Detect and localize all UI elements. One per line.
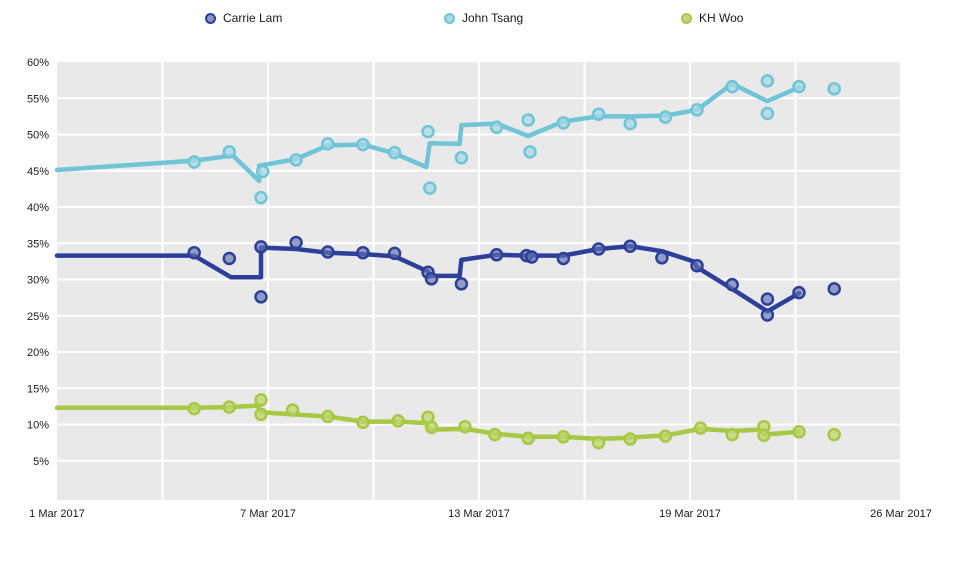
legend-item-kh-woo[interactable]: KH Woo [681, 8, 743, 28]
data-point-john-tsang[interactable] [423, 181, 437, 195]
y-tick-label: 60% [27, 57, 49, 69]
y-tick-label: 20% [27, 347, 49, 359]
legend-item-john-tsang[interactable]: John Tsang [444, 8, 523, 28]
data-point-john-tsang[interactable] [760, 74, 775, 88]
data-point-kh-woo[interactable] [556, 430, 571, 444]
data-point-john-tsang[interactable] [623, 116, 637, 131]
y-tick-label: 5% [33, 456, 49, 468]
legend-label: KH Woo [699, 11, 744, 25]
y-tick-label: 40% [27, 202, 49, 214]
data-point-kh-woo[interactable] [658, 429, 673, 443]
legend-item-carrie-lam[interactable]: Carrie Lam [205, 8, 282, 28]
data-point-kh-woo[interactable] [424, 420, 439, 435]
x-tick-label: 1 Mar 2017 [29, 508, 85, 520]
data-point-john-tsang[interactable] [387, 145, 402, 160]
y-tick-label: 45% [27, 166, 49, 178]
legend-marker-icon [681, 12, 692, 24]
data-point-kh-woo[interactable] [222, 400, 237, 414]
data-point-carrie-lam[interactable] [655, 251, 669, 265]
data-point-kh-woo[interactable] [488, 427, 502, 442]
data-point-kh-woo[interactable] [693, 421, 708, 435]
y-tick-label: 25% [27, 311, 49, 323]
data-point-carrie-lam[interactable] [254, 290, 268, 304]
data-point-john-tsang[interactable] [489, 120, 504, 135]
data-point-john-tsang[interactable] [827, 82, 841, 96]
data-point-kh-woo[interactable] [792, 425, 806, 439]
data-point-kh-woo[interactable] [725, 427, 739, 442]
data-point-john-tsang[interactable] [523, 145, 537, 159]
data-point-carrie-lam[interactable] [690, 258, 704, 273]
y-tick-label: 55% [27, 93, 49, 105]
data-point-john-tsang[interactable] [454, 150, 469, 165]
data-point-kh-woo[interactable] [591, 435, 606, 450]
data-point-kh-woo[interactable] [623, 432, 637, 446]
data-point-carrie-lam[interactable] [424, 272, 439, 286]
data-point-carrie-lam[interactable] [356, 245, 370, 260]
data-point-john-tsang[interactable] [556, 116, 571, 130]
chart-legend: Carrie Lam John Tsang KH Woo [0, 8, 960, 30]
legend-marker-icon [205, 12, 216, 24]
y-tick-label: 10% [27, 420, 49, 432]
data-point-kh-woo[interactable] [187, 401, 201, 416]
data-point-kh-woo[interactable] [521, 431, 535, 446]
data-point-carrie-lam[interactable] [623, 239, 637, 253]
data-point-carrie-lam[interactable] [725, 277, 739, 292]
data-point-carrie-lam[interactable] [222, 251, 237, 266]
x-tick-label: 26 Mar 2017 [870, 508, 932, 520]
data-point-john-tsang[interactable] [658, 110, 673, 124]
data-point-carrie-lam[interactable] [254, 240, 268, 254]
y-tick-label: 50% [27, 130, 49, 142]
data-point-carrie-lam[interactable] [321, 245, 335, 259]
data-point-carrie-lam[interactable] [591, 242, 606, 256]
data-point-carrie-lam[interactable] [827, 282, 841, 296]
data-point-kh-woo[interactable] [757, 428, 771, 443]
data-point-kh-woo[interactable] [458, 419, 472, 434]
data-point-john-tsang[interactable] [289, 153, 303, 167]
data-point-john-tsang[interactable] [254, 190, 268, 205]
x-tick-label: 13 Mar 2017 [448, 508, 510, 520]
data-point-kh-woo[interactable] [356, 415, 370, 430]
data-point-kh-woo[interactable] [254, 407, 268, 422]
data-point-kh-woo[interactable] [827, 427, 841, 442]
data-point-carrie-lam[interactable] [454, 277, 469, 291]
y-tick-label: 35% [27, 238, 49, 250]
data-point-john-tsang[interactable] [792, 79, 806, 94]
data-point-carrie-lam[interactable] [792, 285, 806, 300]
data-point-john-tsang[interactable] [591, 107, 606, 121]
data-point-john-tsang[interactable] [725, 79, 739, 94]
data-point-john-tsang[interactable] [255, 164, 270, 179]
x-tick-label: 7 Mar 2017 [240, 508, 296, 520]
legend-label: John Tsang [462, 11, 524, 25]
data-point-carrie-lam[interactable] [387, 246, 402, 261]
data-point-john-tsang[interactable] [421, 124, 435, 139]
data-point-john-tsang[interactable] [222, 145, 237, 159]
data-point-carrie-lam[interactable] [525, 250, 539, 264]
legend-label: Carrie Lam [223, 11, 283, 25]
x-tick-label: 19 Mar 2017 [659, 508, 721, 520]
data-point-carrie-lam[interactable] [489, 248, 504, 262]
data-point-kh-woo[interactable] [391, 414, 405, 428]
data-point-john-tsang[interactable] [356, 137, 370, 152]
data-point-kh-woo[interactable] [285, 403, 300, 417]
data-point-carrie-lam[interactable] [187, 245, 201, 260]
data-point-carrie-lam[interactable] [760, 308, 775, 322]
y-tick-label: 15% [27, 383, 49, 395]
data-point-carrie-lam[interactable] [289, 235, 303, 250]
data-point-carrie-lam[interactable] [760, 292, 775, 306]
y-tick-label: 30% [27, 275, 49, 287]
legend-marker-icon [444, 12, 455, 24]
data-point-kh-woo[interactable] [254, 393, 268, 407]
data-point-carrie-lam[interactable] [556, 251, 571, 266]
data-point-john-tsang[interactable] [187, 155, 201, 169]
data-point-john-tsang[interactable] [760, 106, 775, 121]
data-point-john-tsang[interactable] [690, 103, 704, 117]
data-point-john-tsang[interactable] [321, 137, 335, 151]
data-point-kh-woo[interactable] [321, 409, 335, 424]
data-point-john-tsang[interactable] [521, 113, 535, 127]
